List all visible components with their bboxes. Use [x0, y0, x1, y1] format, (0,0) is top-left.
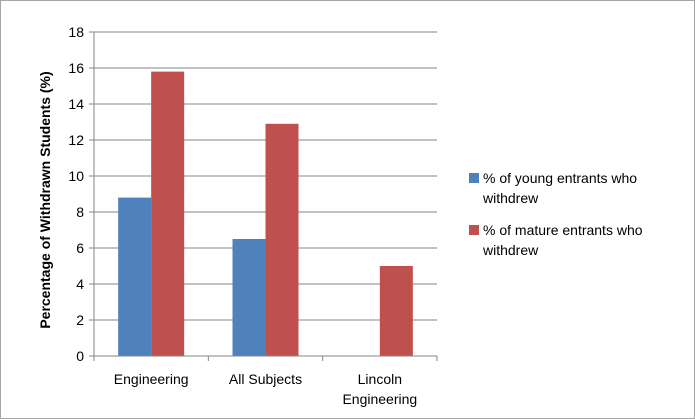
- bars: [118, 71, 413, 356]
- bar-mature-2: [379, 266, 413, 356]
- y-tick-label: 18: [68, 24, 84, 40]
- bar-young-1: [232, 239, 266, 356]
- legend-swatch-mature: [469, 225, 479, 235]
- bar-mature-0: [151, 71, 185, 356]
- legend-item-young: % of young entrants who withdrew: [469, 168, 695, 208]
- y-tick-label: 4: [76, 276, 84, 292]
- y-tick-label: 6: [76, 240, 84, 256]
- legend-label-mature: % of mature entrants who withdrew: [483, 222, 643, 258]
- axes: [93, 32, 438, 361]
- x-tick-label: Engineering: [114, 371, 189, 387]
- y-tick-label: 2: [76, 312, 84, 328]
- legend-swatch-young: [469, 173, 479, 183]
- y-tick-label: 14: [68, 96, 84, 112]
- legend: % of young entrants who withdrew % of ma…: [469, 168, 695, 272]
- y-tick-label: 16: [68, 60, 84, 76]
- y-tick-labels: 0 2 4 6 8 10 12 14 16 18: [68, 24, 84, 364]
- bar-mature-1: [265, 123, 299, 356]
- x-tick-label: All Subjects: [229, 371, 302, 387]
- legend-label-young: % of young entrants who withdrew: [483, 170, 638, 206]
- x-tick-labels: Engineering All Subjects Lincoln Engineerin…: [114, 371, 417, 407]
- x-tick-label: Lincoln Engineering: [342, 371, 417, 407]
- legend-item-mature: % of mature entrants who withdrew: [469, 220, 695, 260]
- bar-young-0: [118, 197, 152, 356]
- y-tick-label: 8: [76, 204, 84, 220]
- y-tick-label: 12: [68, 132, 84, 148]
- y-tick-label: 10: [68, 168, 84, 184]
- y-tick-label: 0: [76, 348, 84, 364]
- y-axis-label: Percentage of Withdrawn Students (%): [37, 71, 53, 328]
